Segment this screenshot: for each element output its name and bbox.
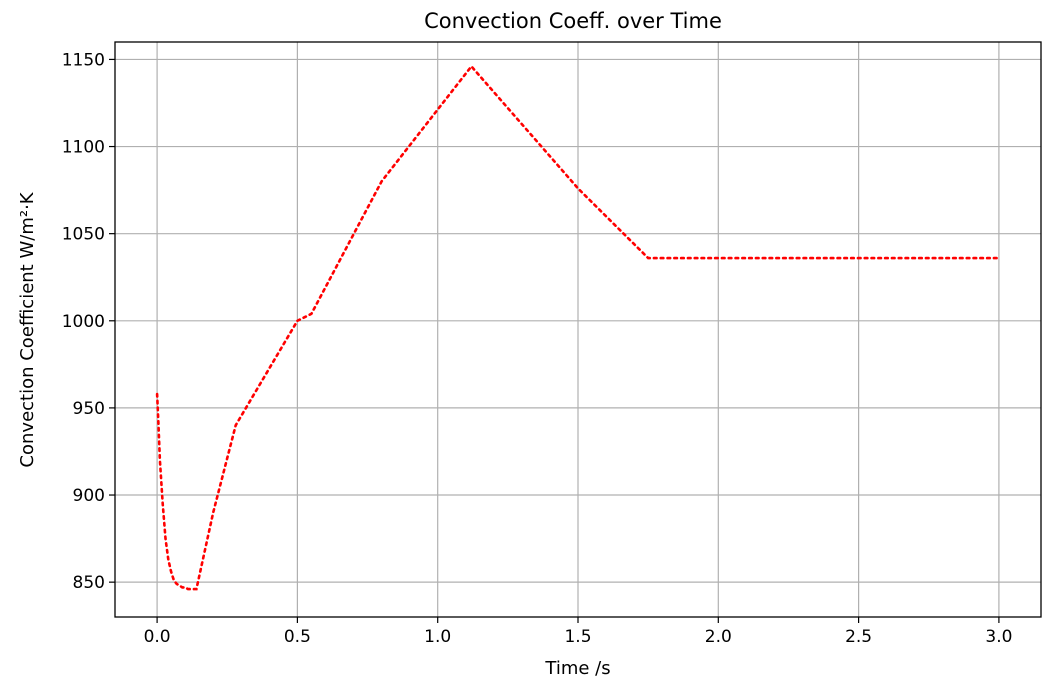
- chart-title: Convection Coeff. over Time: [424, 9, 722, 33]
- x-tick-label: 3.0: [985, 627, 1012, 647]
- x-tick-label: 1.0: [424, 627, 451, 647]
- x-tick-label: 0.0: [144, 627, 171, 647]
- y-axis-label: Convection Coefficient W/m²·K: [17, 191, 38, 467]
- x-axis-label: Time /s: [544, 658, 610, 679]
- y-tick-label: 1000: [62, 312, 105, 332]
- axis-ticks: 0.0 0.5 1.0 1.5 2.0 2.5 3.0 850 900 950 1000 1050 11…: [62, 50, 1013, 647]
- x-tick-label: 0.5: [284, 627, 311, 647]
- y-tick-label: 1050: [62, 225, 105, 245]
- x-tick-label: 2.0: [705, 627, 732, 647]
- series-layer: [155, 64, 1001, 591]
- x-tick-label: 1.5: [564, 627, 591, 647]
- y-tick-label: 1100: [62, 138, 105, 158]
- y-tick-label: 900: [73, 486, 105, 506]
- y-tick-label: 950: [73, 399, 105, 419]
- x-tick-label: 2.5: [845, 627, 872, 647]
- y-tick-label: 850: [73, 573, 105, 593]
- grid: [115, 42, 1041, 617]
- y-tick-label: 1150: [62, 50, 105, 70]
- series-line: [155, 64, 1001, 591]
